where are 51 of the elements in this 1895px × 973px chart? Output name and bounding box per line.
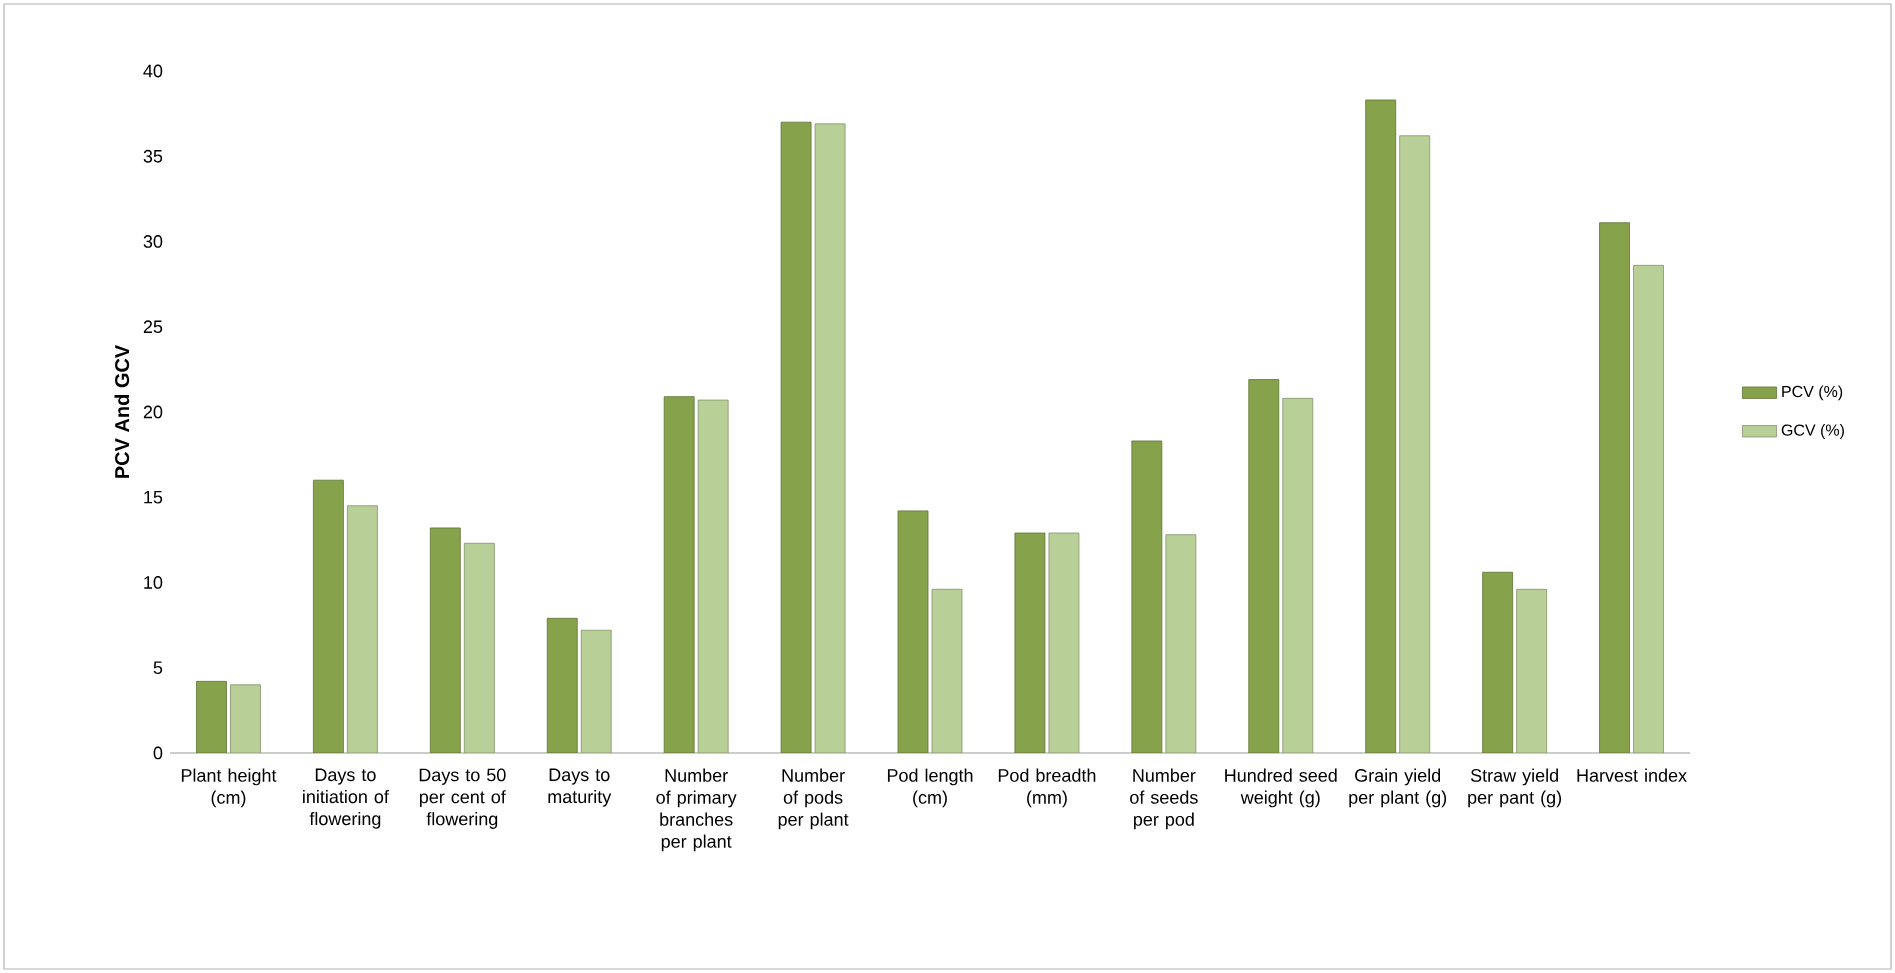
x-tick-label: Straw yield per pant (g) <box>1468 768 1562 808</box>
y-tick-label: 0 <box>153 746 163 760</box>
y-tick-label: 20 <box>143 405 163 419</box>
x-tick-label: Hundred seed weight (g) <box>1225 768 1337 808</box>
x-tick-label: Number of primary branches per plant <box>656 768 737 852</box>
bar <box>1399 135 1431 753</box>
y-tick-label: 15 <box>144 490 163 504</box>
legend-label: GCV (%) <box>1781 423 1844 439</box>
bar <box>1599 222 1630 753</box>
bar <box>1633 264 1664 753</box>
bar <box>546 617 578 753</box>
bar <box>814 123 846 753</box>
y-tick-label: 5 <box>153 661 163 675</box>
bar <box>1014 532 1046 753</box>
bar <box>780 121 812 753</box>
bar <box>663 396 695 753</box>
x-tick-label: Harvest index <box>1577 768 1687 782</box>
x-tick-label: Days to initiation of flowering <box>303 768 389 829</box>
bar <box>897 510 929 753</box>
bar <box>580 629 612 753</box>
y-tick-label: 40 <box>143 64 163 78</box>
bar <box>931 588 963 753</box>
bar <box>1282 397 1314 753</box>
y-tick-label: 35 <box>143 149 163 163</box>
bar <box>1516 588 1548 753</box>
y-tick-label: 10 <box>144 576 163 589</box>
bar <box>1365 99 1397 753</box>
bar <box>196 680 227 753</box>
bar <box>230 684 261 753</box>
x-tick-label: Plant height (cm) <box>181 768 277 808</box>
bar <box>1165 534 1197 753</box>
x-tick-label: Number of seeds per pod <box>1130 768 1198 830</box>
x-tick-label: Number of pods per plant <box>778 768 849 830</box>
y-tick-label: 30 <box>143 235 163 248</box>
bar <box>1482 571 1514 753</box>
x-tick-label: Days to maturity <box>548 768 612 807</box>
bar <box>313 479 344 753</box>
bar <box>347 505 378 753</box>
bar <box>1048 532 1080 753</box>
bar <box>429 527 461 753</box>
legend-label: PCV (%) <box>1782 385 1843 401</box>
x-tick-label: Pod breadth (mm) <box>998 768 1096 808</box>
x-tick-label: Pod length (cm) <box>887 768 973 808</box>
y-tick-label: 25 <box>143 320 163 334</box>
bar <box>697 399 729 753</box>
bar <box>463 542 495 753</box>
x-tick-label: Grain yield per plant (g) <box>1349 768 1447 808</box>
bar <box>1131 440 1163 753</box>
bar <box>1248 379 1280 753</box>
y-axis-title: PCV And GCV <box>114 344 130 478</box>
x-tick-label: Days to 50 per cent of flowering <box>419 768 506 829</box>
